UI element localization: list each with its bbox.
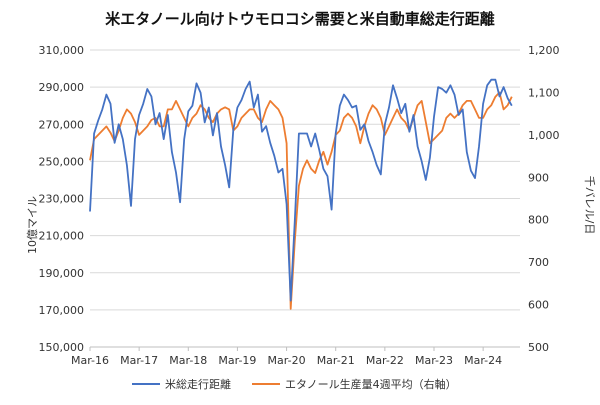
series-line-ethanol xyxy=(89,91,513,310)
x-tick-label: Mar-16 xyxy=(71,354,109,367)
y-tick-right: 1,000 xyxy=(528,129,560,142)
y-tick-left: 150,000 xyxy=(39,341,85,354)
x-tick-label: Mar-20 xyxy=(268,354,306,367)
y-tick-left: 170,000 xyxy=(39,304,85,317)
y-tick-left: 190,000 xyxy=(39,267,85,280)
series-line-mileage xyxy=(89,78,513,302)
y-tick-left: 310,000 xyxy=(39,44,85,57)
x-tick-label: Mar-21 xyxy=(317,354,355,367)
legend-label-mileage: 米総走行距離 xyxy=(165,377,231,391)
series-layer xyxy=(89,78,513,310)
y-tick-right: 700 xyxy=(528,256,549,269)
y-tick-right: 900 xyxy=(528,171,549,184)
x-tick-label: Mar-19 xyxy=(218,354,256,367)
x-tick-label: Mar-24 xyxy=(464,354,502,367)
grid xyxy=(90,49,520,348)
y-axis-label-right: 千バレル/日 xyxy=(583,176,596,235)
y-tick-left: 210,000 xyxy=(39,230,85,243)
legend-label-ethanol: エタノール生産量4週平均（右軸） xyxy=(285,377,457,391)
y-tick-left: 270,000 xyxy=(39,118,85,131)
y-tick-right: 600 xyxy=(528,299,549,312)
y-tick-right: 800 xyxy=(528,214,549,227)
x-tick-label: Mar-18 xyxy=(169,354,207,367)
x-tick-label: Mar-23 xyxy=(415,354,453,367)
chart-title: 米エタノール向けトウモロコシ需要と米自動車総走行距離 xyxy=(105,10,495,28)
y-tick-left: 250,000 xyxy=(39,155,85,168)
y-tick-right: 500 xyxy=(528,341,549,354)
y-tick-right: 1,100 xyxy=(528,86,560,99)
legend: 米総走行距離 エタノール生産量4週平均（右軸） xyxy=(132,377,457,391)
x-tick-label: Mar-17 xyxy=(120,354,158,367)
y-tick-right: 1,200 xyxy=(528,44,560,57)
y-tick-left: 230,000 xyxy=(39,193,85,206)
y-axis-label-left: 10億マイル xyxy=(26,196,39,254)
axes: 150,000 170,000 190,000 210,000 230,000 250,0… xyxy=(39,44,560,367)
x-tick-label: Mar-22 xyxy=(366,354,404,367)
y-tick-left: 290,000 xyxy=(39,81,85,94)
